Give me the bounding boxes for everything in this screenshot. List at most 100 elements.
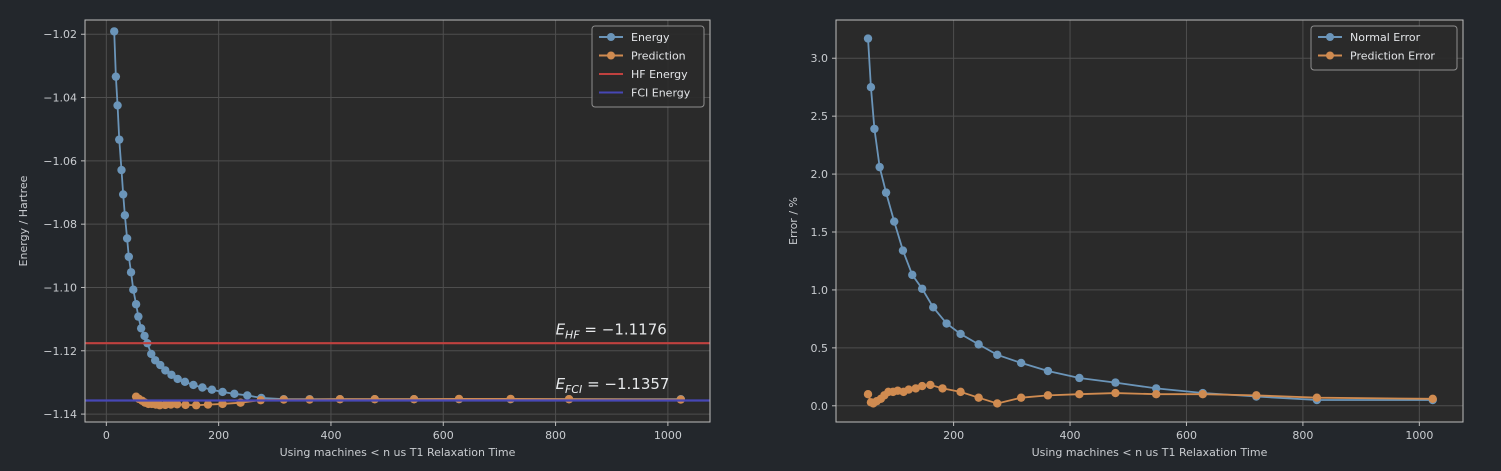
- error-prediction-error-point: [863, 389, 873, 399]
- energy-y-tick-label: −1.12: [43, 345, 77, 358]
- energy-prediction-point: [191, 401, 201, 410]
- energy-energy-point: [113, 101, 122, 110]
- error-chart: 200 400 600 800 1000 0.0 0.5 1.0 1.5 2.0 2.5 3.0 U…: [787, 19, 1464, 459]
- error-normal-error-point: [890, 217, 899, 226]
- error-prediction-error-point: [956, 387, 965, 397]
- error-normal-error-point: [917, 284, 927, 293]
- energy-x-ticks: 0 200 400 600 800 1000: [103, 422, 682, 442]
- energy-y-ticks: −1.14 −1.12 −1.10 −1.08 −1.06 −1.04 −1.02: [43, 28, 85, 421]
- error-prediction-error-point: [1043, 391, 1053, 400]
- error-prediction-error-point: [1111, 388, 1120, 398]
- error-x-tick-label: 1000: [1405, 429, 1433, 442]
- error-normal-error-point: [866, 82, 876, 92]
- energy-energy-point: [140, 331, 149, 341]
- energy-series-layer: [85, 27, 710, 410]
- error-x-tick-label: 600: [1176, 429, 1197, 442]
- error-prediction-error-point: [1198, 389, 1207, 399]
- error-prediction-error-point: [974, 393, 983, 402]
- energy-energy-point: [118, 190, 128, 199]
- energy-x-tick-label: 1000: [654, 429, 682, 442]
- error-legend-label-normal-error: Normal Error: [1350, 31, 1421, 44]
- error-series-layer: [863, 34, 1437, 408]
- energy-energy-point: [129, 285, 138, 294]
- error-x-ticks: 200 400 600 800 1000: [943, 422, 1433, 442]
- error-prediction-error-point: [917, 381, 927, 391]
- energy-y-tick-label: −1.06: [43, 155, 77, 168]
- energy-x-tick-label: 400: [320, 429, 341, 442]
- energy-energy-point: [134, 312, 143, 321]
- error-normal-error-point: [1043, 366, 1053, 376]
- error-prediction-error-point: [926, 380, 935, 390]
- error-prediction-error-point: [993, 399, 1002, 408]
- error-y-tick-label: 2.5: [811, 110, 829, 123]
- energy-legend: Energy Prediction HF Energy FCI Energy: [591, 25, 705, 108]
- energy-x-tick-label: 800: [545, 429, 566, 442]
- error-normal-error-point: [956, 329, 965, 339]
- energy-legend-label-fci-energy: FCI Energy: [631, 87, 691, 100]
- energy-energy-point: [124, 252, 134, 261]
- energy-y-axis-label: Energy / Hartree: [17, 175, 30, 266]
- error-x-axis-label: Using machines < n us T1 Relaxation Time: [1032, 446, 1268, 459]
- energy-energy-point: [173, 374, 182, 384]
- error-prediction-error-point: [1428, 394, 1437, 404]
- energy-energy-point: [207, 385, 217, 394]
- energy-energy-point: [198, 383, 207, 392]
- error-normal-error-point: [898, 246, 908, 255]
- energy-annotation: EHF = −1.1176: [556, 320, 667, 341]
- error-legend-label-prediction-error: Prediction Error: [1350, 50, 1435, 63]
- energy-x-tick-label: 600: [433, 429, 454, 442]
- error-prediction-error-point: [1016, 393, 1026, 402]
- error-prediction-error-point: [904, 385, 913, 394]
- error-normal-error-point: [908, 270, 917, 280]
- energy-energy-point: [147, 349, 156, 359]
- error-legend-marker-prediction-error: [1326, 51, 1334, 60]
- error-y-tick-label: 1.0: [811, 284, 829, 297]
- energy-energy-point: [115, 135, 124, 144]
- energy-energy-point: [156, 360, 165, 370]
- energy-energy-point: [110, 27, 119, 36]
- energy-annotations: EHF = −1.1176 EFCI = −1.1357: [556, 320, 670, 396]
- energy-legend-label-energy: Energy: [631, 31, 670, 44]
- error-y-tick-label: 0.5: [811, 342, 829, 355]
- error-x-tick-label: 800: [1292, 429, 1313, 442]
- error-y-tick-label: 2.0: [811, 168, 829, 181]
- error-legend: Normal Error Prediction Error: [1310, 25, 1458, 71]
- energy-energy-point: [230, 389, 239, 399]
- error-prediction-error-point: [1252, 391, 1261, 400]
- error-x-tick-label: 400: [1060, 429, 1081, 442]
- energy-energy-point: [167, 370, 176, 380]
- error-y-ticks: 0.0 0.5 1.0 1.5 2.0 2.5 3.0: [811, 52, 836, 413]
- energy-prediction-point: [335, 395, 345, 404]
- error-normal-error-point: [870, 124, 879, 134]
- error-plot-area: [836, 20, 1463, 422]
- energy-legend-box: [591, 25, 705, 108]
- energy-prediction-point: [166, 400, 176, 409]
- energy-prediction-point: [203, 400, 213, 409]
- error-y-tick-label: 0.0: [811, 400, 829, 413]
- error-normal-error-point: [863, 34, 873, 43]
- energy-chart: 0 200 400 600 800 1000 −1.14−1.12−1.10−1.08−1…: [17, 19, 711, 459]
- energy-energy-point: [180, 377, 190, 386]
- energy-energy-point: [161, 366, 170, 375]
- error-normal-error-point: [1111, 378, 1120, 387]
- energy-x-tick-label: 200: [208, 429, 229, 442]
- energy-energy-point: [243, 391, 252, 400]
- error-normal-error-point: [881, 188, 891, 197]
- error-prediction-error-point: [938, 384, 947, 393]
- energy-prediction-point: [172, 400, 182, 409]
- energy-y-tick-label: −1.02: [43, 28, 77, 41]
- error-x-tick-label: 200: [943, 429, 964, 442]
- energy-y-tick-label: −1.08: [43, 218, 77, 231]
- energy-y-tick-label: −1.10: [43, 281, 77, 294]
- energy-prediction-point: [454, 394, 464, 404]
- energy-energy-point: [218, 387, 227, 397]
- error-normal-error-point: [1151, 384, 1161, 393]
- error-prediction-error-point: [1075, 389, 1084, 399]
- energy-legend-label-hf-energy: HF Energy: [631, 68, 688, 81]
- error-normal-error-point: [974, 340, 983, 349]
- energy-y-tick-label: −1.14: [43, 408, 77, 421]
- energy-annotation: EFCI = −1.1357: [556, 375, 670, 396]
- energy-plot-frame: [84, 19, 711, 423]
- energy-energy-point: [111, 72, 121, 81]
